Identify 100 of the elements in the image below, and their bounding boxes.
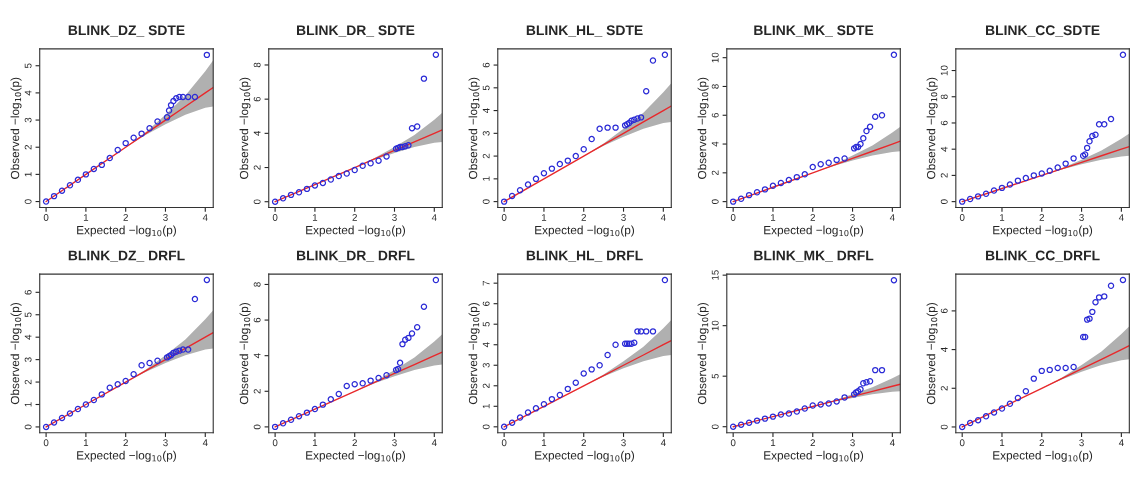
x-tick-label: 2: [810, 439, 815, 447]
x-axis-title: Expected −log$_{10}$(p): [77, 225, 176, 237]
x-tick-label: 3: [1079, 439, 1084, 447]
y-tick-label: 0: [24, 199, 32, 204]
y-tick-label: 0: [482, 199, 490, 204]
y-tick-label: 3: [482, 131, 490, 136]
x-tick-label: 2: [581, 214, 586, 221]
x-tick-label: 4: [889, 214, 895, 221]
y-tick-label: 8: [711, 84, 719, 89]
y-axis-title: Observed −log$_{10}$(p): [468, 302, 480, 405]
y-tick-label: 3: [482, 362, 490, 368]
x-tick-label: 3: [163, 439, 168, 447]
y-tick-label: 1: [24, 172, 32, 177]
y-tick-label: 6: [24, 290, 32, 295]
y-tick-label: 2: [482, 383, 490, 388]
x-tick-label: 2: [123, 439, 128, 447]
x-tick-label: 1: [83, 214, 89, 221]
y-axis-title: Observed −log$_{10}$(p): [10, 302, 22, 405]
y-tick-label: 6: [482, 301, 490, 306]
x-tick-label: 4: [431, 439, 437, 447]
y-tick-label: 2: [24, 145, 32, 150]
y-tick-label: 2: [482, 153, 490, 159]
y-tick-label: 0: [482, 424, 490, 430]
y-axis-title: Observed −log$_{10}$(p): [697, 77, 709, 179]
y-tick-label: 2: [940, 173, 948, 178]
chart-title: BLINK_DR_ DRFL: [297, 250, 415, 262]
y-tick-label: 2: [940, 386, 948, 391]
x-tick-label: 1: [312, 214, 318, 221]
x-tick-label: 2: [1039, 439, 1044, 447]
y-axis-title: Observed −log$_{10}$(p): [697, 302, 709, 405]
chart-title: BLINK_CC_SDTE: [986, 25, 1100, 37]
x-tick-label: 1: [771, 214, 776, 221]
chart-title: BLINK_DZ_ DRFL: [68, 250, 185, 262]
y-axis-title: Observed −log$_{10}$(p): [926, 77, 938, 179]
x-tick-label: 1: [541, 439, 547, 447]
y-tick-label: 8: [253, 282, 261, 287]
x-tick-label: 0: [730, 439, 736, 447]
chart-title: BLINK_MK_ DRFL: [754, 250, 874, 262]
x-tick-label: 3: [392, 439, 397, 447]
y-tick-label: 4: [711, 141, 719, 147]
x-axis-title: Expected −log$_{10}$(p): [306, 225, 406, 237]
x-tick-label: 0: [272, 214, 278, 221]
x-tick-label: 3: [392, 214, 397, 221]
y-axis-title: Observed −log$_{10}$(p): [10, 77, 22, 179]
x-tick-label: 3: [850, 214, 855, 221]
x-tick-label: 4: [660, 214, 666, 221]
chart-title: BLINK_DZ_ SDTE: [68, 25, 185, 37]
y-tick-label: 3: [24, 357, 32, 362]
x-tick-label: 4: [1118, 214, 1124, 221]
y-axis-title: Observed −log$_{10}$(p): [239, 302, 251, 405]
y-tick-label: 4: [940, 146, 948, 152]
y-tick-label: 1: [482, 404, 490, 409]
y-tick-label: 1: [482, 176, 490, 181]
x-tick-label: 2: [352, 439, 357, 447]
y-tick-label: 6: [940, 308, 948, 314]
y-tick-label: 5: [482, 85, 490, 91]
x-tick-label: 1: [83, 439, 89, 447]
x-axis-title: Expected −log$_{10}$(p): [77, 450, 176, 462]
x-tick-label: 0: [730, 214, 736, 221]
y-tick-label: 0: [940, 424, 948, 430]
y-tick-label: 10: [711, 320, 719, 331]
y-tick-label: 4: [940, 347, 948, 353]
y-axis-title: Observed −log$_{10}$(p): [926, 302, 938, 405]
x-tick-label: 1: [1000, 439, 1005, 447]
chart-title: BLINK_CC_DRFL: [986, 250, 1100, 262]
x-tick-label: 1: [771, 439, 776, 447]
y-tick-label: 7: [482, 280, 490, 286]
y-tick-label: 4: [24, 90, 32, 96]
y-tick-label: 1: [24, 402, 32, 407]
x-tick-label: 1: [1000, 214, 1005, 221]
x-axis-title: Expected −log$_{10}$(p): [993, 450, 1093, 462]
x-tick-label: 3: [1079, 214, 1084, 221]
y-tick-label: 10: [940, 65, 948, 76]
y-tick-label: 5: [482, 321, 490, 327]
x-axis-title: Expected −log$_{10}$(p): [306, 450, 406, 462]
y-axis-title: Observed −log$_{10}$(p): [239, 77, 251, 179]
y-tick-label: 2: [24, 379, 32, 385]
y-tick-label: 5: [24, 312, 32, 318]
x-tick-label: 2: [810, 214, 815, 221]
x-axis-title: Expected −log$_{10}$(p): [993, 225, 1093, 237]
y-tick-label: 3: [24, 117, 32, 123]
x-tick-label: 4: [202, 439, 208, 447]
y-tick-label: 2: [253, 389, 261, 394]
y-tick-label: 15: [711, 270, 719, 280]
x-tick-label: 0: [959, 214, 965, 221]
y-tick-label: 8: [940, 94, 948, 100]
x-tick-label: 0: [501, 214, 507, 221]
y-axis-title: Observed −log$_{10}$(p): [468, 77, 480, 179]
chart-title: BLINK_DR_ SDTE: [297, 25, 415, 37]
x-tick-label: 2: [352, 214, 357, 221]
x-tick-label: 1: [541, 214, 547, 221]
x-tick-label: 0: [272, 439, 278, 447]
x-tick-label: 4: [660, 439, 666, 447]
y-tick-label: 4: [253, 353, 261, 359]
y-tick-label: 6: [253, 96, 261, 102]
x-tick-label: 0: [43, 439, 49, 447]
x-tick-label: 3: [621, 214, 626, 221]
x-tick-label: 3: [163, 214, 168, 221]
y-tick-label: 5: [711, 373, 719, 379]
y-tick-label: 0: [253, 199, 261, 205]
